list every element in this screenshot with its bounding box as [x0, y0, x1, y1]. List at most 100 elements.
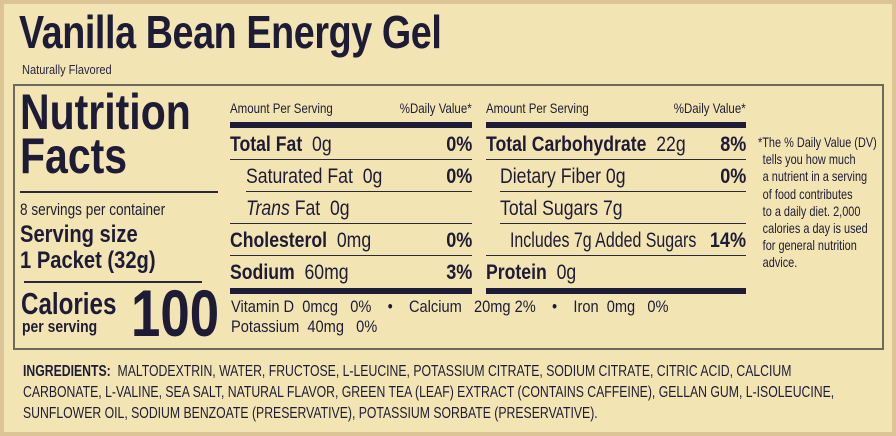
nutrient-row-trans-fat: Trans Fat 0g: [230, 192, 472, 224]
serving-size-label: Serving size: [20, 221, 138, 248]
calories-label: Calories: [21, 286, 117, 321]
nutrition-facts-heading: Nutrition Facts: [20, 84, 191, 184]
nutrient-amount: 0g: [362, 165, 383, 188]
heading-line-1: Nutrition: [20, 84, 191, 140]
calories-sublabel: per serving: [22, 317, 98, 336]
thick-divider: [230, 122, 472, 128]
footnote-line: *The % Daily Value (DV): [758, 134, 877, 150]
nutrient-amount: 0g: [312, 133, 332, 156]
nutrient-name: Total Sugars: [500, 197, 599, 220]
micronutrients-line-2: Potassium 40mg 0%: [231, 317, 668, 337]
footnote-line: tells you how much: [762, 151, 856, 168]
nutrient-row-sodium: Sodium 60mg 3%: [230, 256, 472, 288]
nutrient-dv: 14%: [709, 229, 746, 252]
calcium-amount: 20mg: [473, 297, 511, 316]
footnote-line: for general nutrition: [762, 237, 857, 254]
nutrient-name: Saturated Fat: [246, 165, 353, 188]
nutrient-dv: 0%: [445, 165, 472, 188]
nutrient-name: Total Fat: [230, 133, 303, 156]
header-daily-value: %Daily Value*: [674, 100, 746, 116]
row-divider: [486, 158, 746, 160]
nutrient-name: Dietary Fiber: [500, 165, 601, 188]
thick-divider: [230, 288, 472, 294]
header-daily-value: %Daily Value*: [400, 100, 472, 116]
thick-divider: [486, 122, 746, 128]
footnote-line: a nutrient in a serving: [762, 168, 868, 185]
micronutrients-line-1: Vitamin D 0mcg 0% • Calcium 20mg 2% • Ir…: [231, 297, 668, 317]
micronutrients: Vitamin D 0mcg 0% • Calcium 20mg 2% • Ir…: [231, 297, 668, 337]
serving-size-value: 1 Packet (32g): [20, 247, 156, 274]
nutrient-row-added-sugars: Includes 7g Added Sugars 14%: [486, 224, 746, 256]
nutrient-amount: 0g: [605, 165, 626, 188]
calcium-name: Calcium: [408, 297, 462, 316]
vitamin-d-amount: 0mcg: [302, 297, 339, 316]
table-header: Amount Per Serving %Daily Value*: [230, 98, 472, 118]
bullet-separator: •: [387, 297, 393, 316]
iron-name: Iron: [573, 297, 599, 316]
nutrient-name: Fat: [294, 197, 321, 220]
nutrient-row-total-carbohydrate: Total Carbohydrate 22g 8%: [486, 128, 746, 160]
row-divider: [230, 222, 472, 224]
thick-divider: [486, 288, 746, 294]
potassium-dv: 0%: [356, 317, 378, 336]
daily-value-footnote: *The % Daily Value (DV) tells you how mu…: [758, 134, 877, 272]
row-divider: [500, 190, 746, 192]
serving-divider: [24, 281, 202, 283]
table-header: Amount Per Serving %Daily Value*: [486, 98, 746, 118]
ingredients-text: MALTODEXTRIN, WATER, FRUCTOSE, L-LEUCINE…: [117, 363, 792, 380]
nutrient-amount: 22g: [656, 133, 686, 156]
nutrient-table-right: Amount Per Serving %Daily Value* Total C…: [486, 98, 746, 298]
nutrient-name: Total Carbohydrate: [486, 133, 647, 156]
header-amount: Amount Per Serving: [486, 100, 589, 116]
nutrient-dv: 0%: [445, 133, 472, 156]
nutrient-row-protein: Protein 0g: [486, 256, 746, 288]
product-title: Vanilla Bean Energy Gel: [19, 6, 442, 58]
nutrient-row-saturated-fat: Saturated Fat 0g 0%: [230, 160, 472, 192]
vitamin-d-dv: 0%: [350, 297, 372, 316]
footnote-line: of food contributes: [762, 185, 853, 202]
footnote-line: to a daily diet. 2,000: [762, 202, 861, 219]
nutrient-row-dietary-fiber: Dietary Fiber 0g 0%: [486, 160, 746, 192]
nutrient-dv: 8%: [719, 133, 746, 156]
nutrient-table-left: Amount Per Serving %Daily Value* Total F…: [230, 98, 472, 298]
ingredients-line-1: INGREDIENTS: MALTODEXTRIN, WATER, FRUCTO…: [23, 361, 865, 382]
nutrient-amount: 7g: [602, 197, 623, 220]
nutrient-name: Protein: [486, 261, 547, 284]
footnote-line: advice.: [762, 254, 798, 271]
nutrient-dv: 3%: [445, 261, 472, 284]
bullet-separator: •: [552, 297, 558, 316]
iron-dv: 0%: [647, 297, 669, 316]
row-divider: [500, 222, 746, 224]
header-amount: Amount Per Serving: [230, 100, 333, 116]
nutrient-name-italic: Trans: [246, 197, 290, 220]
serving-size: Serving size 1 Packet (32g): [20, 222, 156, 274]
nutrient-name: Sodium: [230, 261, 295, 284]
potassium-amount: 40mg: [307, 317, 344, 336]
nutrient-amount: 0mg: [336, 229, 372, 252]
row-divider: [246, 190, 472, 192]
row-divider: [486, 254, 746, 256]
heading-divider: [20, 191, 218, 193]
nutrient-amount: 0g: [556, 261, 577, 284]
footnote-line: calories a day is used: [762, 220, 868, 237]
ingredients-list: INGREDIENTS: MALTODEXTRIN, WATER, FRUCTO…: [23, 361, 865, 424]
nutrient-dv: 0%: [445, 229, 472, 252]
calories-value: 100: [131, 276, 220, 350]
row-divider: [230, 254, 472, 256]
nutrient-row-total-fat: Total Fat 0g 0%: [230, 128, 472, 160]
calcium-dv: 2%: [514, 297, 536, 316]
nutrient-row-total-sugars: Total Sugars 7g: [486, 192, 746, 224]
nutrient-amount: 0g: [329, 197, 350, 220]
nutrient-name: Cholesterol: [230, 229, 328, 252]
ingredients-label: INGREDIENTS:: [23, 363, 111, 380]
product-subtitle: Naturally Flavored: [22, 62, 112, 77]
servings-per-container: 8 servings per container: [20, 200, 166, 219]
ingredients-line-3: SUNFLOWER OIL, SODIUM BENZOATE (PRESERVA…: [23, 405, 598, 422]
potassium-name: Potassium: [231, 317, 300, 336]
nutrient-row-cholesterol: Cholesterol 0mg 0%: [230, 224, 472, 256]
iron-amount: 0mg: [606, 297, 636, 316]
nutrition-panel: [13, 84, 884, 350]
heading-line-2: Facts: [20, 128, 128, 184]
vitamin-d-name: Vitamin D: [231, 297, 295, 316]
